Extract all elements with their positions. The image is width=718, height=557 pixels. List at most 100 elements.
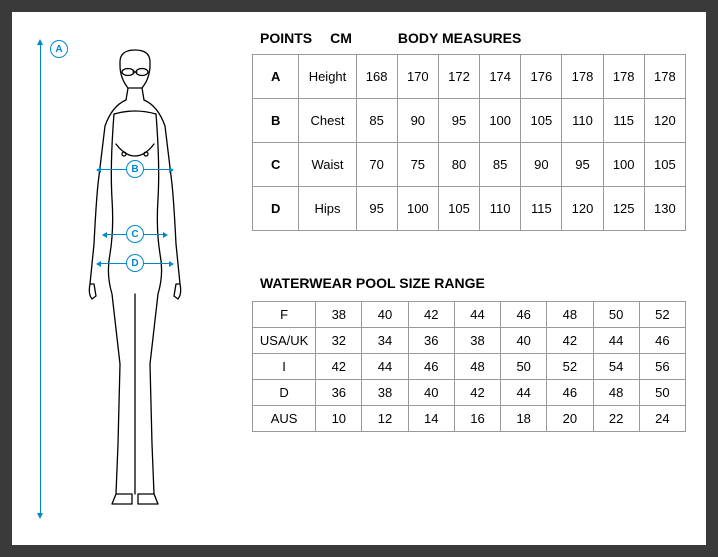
value-cell: 100 <box>480 99 521 143</box>
value-cell: 130 <box>644 187 685 231</box>
label-cell: Chest <box>299 99 356 143</box>
size-cell: 22 <box>593 406 639 432</box>
size-cell: 38 <box>454 328 500 354</box>
marker-b: B <box>126 160 144 178</box>
value-cell: 110 <box>480 187 521 231</box>
value-cell: 75 <box>397 143 438 187</box>
label-cell: Waist <box>299 143 356 187</box>
size-cell: 56 <box>639 354 685 380</box>
region-cell: F <box>253 302 316 328</box>
value-cell: 100 <box>397 187 438 231</box>
label-cell: Height <box>299 55 356 99</box>
value-cell: 110 <box>562 99 603 143</box>
header-points: POINTS <box>260 30 312 46</box>
size-chart-panel: A B C D <box>12 12 706 545</box>
value-cell: 100 <box>603 143 644 187</box>
value-cell: 178 <box>603 55 644 99</box>
size-cell: 44 <box>362 354 408 380</box>
size-cell: 50 <box>639 380 685 406</box>
height-measure-line <box>40 44 41 514</box>
size-cell: 44 <box>454 302 500 328</box>
marker-c: C <box>126 225 144 243</box>
table-row: F3840424446485052 <box>253 302 686 328</box>
size-cell: 42 <box>547 328 593 354</box>
size-cell: 10 <box>316 406 362 432</box>
point-cell: A <box>253 55 299 99</box>
table-row: I4244464850525456 <box>253 354 686 380</box>
table-row: BChest859095100105110115120 <box>253 99 686 143</box>
value-cell: 80 <box>438 143 479 187</box>
value-cell: 105 <box>521 99 562 143</box>
size-cell: 36 <box>316 380 362 406</box>
size-cell: 48 <box>454 354 500 380</box>
size-cell: 40 <box>408 380 454 406</box>
value-cell: 95 <box>438 99 479 143</box>
value-cell: 90 <box>521 143 562 187</box>
body-figure <box>70 44 200 514</box>
value-cell: 120 <box>644 99 685 143</box>
value-cell: 95 <box>356 187 397 231</box>
size-cell: 32 <box>316 328 362 354</box>
size-cell: 42 <box>316 354 362 380</box>
size-cell: 50 <box>501 354 547 380</box>
table-row: D3638404244464850 <box>253 380 686 406</box>
region-cell: I <box>253 354 316 380</box>
value-cell: 178 <box>644 55 685 99</box>
size-cell: 46 <box>408 354 454 380</box>
region-cell: AUS <box>253 406 316 432</box>
value-cell: 95 <box>562 143 603 187</box>
size-cell: 44 <box>593 328 639 354</box>
pool-size-table: F3840424446485052USA/UK3234363840424446I… <box>252 301 686 432</box>
label-cell: Hips <box>299 187 356 231</box>
size-cell: 42 <box>454 380 500 406</box>
point-cell: C <box>253 143 299 187</box>
size-cell: 48 <box>547 302 593 328</box>
value-cell: 115 <box>603 99 644 143</box>
value-cell: 105 <box>644 143 685 187</box>
body-table-header: POINTS CM BODY MEASURES <box>252 30 686 46</box>
size-cell: 38 <box>362 380 408 406</box>
value-cell: 125 <box>603 187 644 231</box>
size-cell: 40 <box>501 328 547 354</box>
value-cell: 85 <box>356 99 397 143</box>
size-cell: 20 <box>547 406 593 432</box>
value-cell: 85 <box>480 143 521 187</box>
header-cm: CM <box>330 30 352 46</box>
table-row: AHeight168170172174176178178178 <box>253 55 686 99</box>
value-cell: 172 <box>438 55 479 99</box>
size-cell: 24 <box>639 406 685 432</box>
size-cell: 12 <box>362 406 408 432</box>
size-cell: 48 <box>593 380 639 406</box>
table-row: DHips95100105110115120125130 <box>253 187 686 231</box>
value-cell: 170 <box>397 55 438 99</box>
header-body-measures: BODY MEASURES <box>398 30 521 46</box>
size-cell: 14 <box>408 406 454 432</box>
value-cell: 168 <box>356 55 397 99</box>
pool-size-title: WATERWEAR POOL SIZE RANGE <box>252 275 686 291</box>
size-cell: 46 <box>639 328 685 354</box>
value-cell: 174 <box>480 55 521 99</box>
value-cell: 70 <box>356 143 397 187</box>
tables-column: POINTS CM BODY MEASURES AHeight168170172… <box>252 30 686 527</box>
value-cell: 120 <box>562 187 603 231</box>
size-cell: 44 <box>501 380 547 406</box>
size-cell: 42 <box>408 302 454 328</box>
size-cell: 52 <box>547 354 593 380</box>
size-cell: 18 <box>501 406 547 432</box>
size-cell: 36 <box>408 328 454 354</box>
value-cell: 178 <box>562 55 603 99</box>
region-cell: USA/UK <box>253 328 316 354</box>
size-cell: 46 <box>501 302 547 328</box>
size-cell: 46 <box>547 380 593 406</box>
size-cell: 38 <box>316 302 362 328</box>
size-cell: 54 <box>593 354 639 380</box>
table-row: USA/UK3234363840424446 <box>253 328 686 354</box>
body-measures-table: AHeight168170172174176178178178BChest859… <box>252 54 686 231</box>
marker-d: D <box>126 254 144 272</box>
size-cell: 40 <box>362 302 408 328</box>
figure-column: A B C D <box>32 30 232 527</box>
value-cell: 176 <box>521 55 562 99</box>
value-cell: 105 <box>438 187 479 231</box>
value-cell: 115 <box>521 187 562 231</box>
region-cell: D <box>253 380 316 406</box>
